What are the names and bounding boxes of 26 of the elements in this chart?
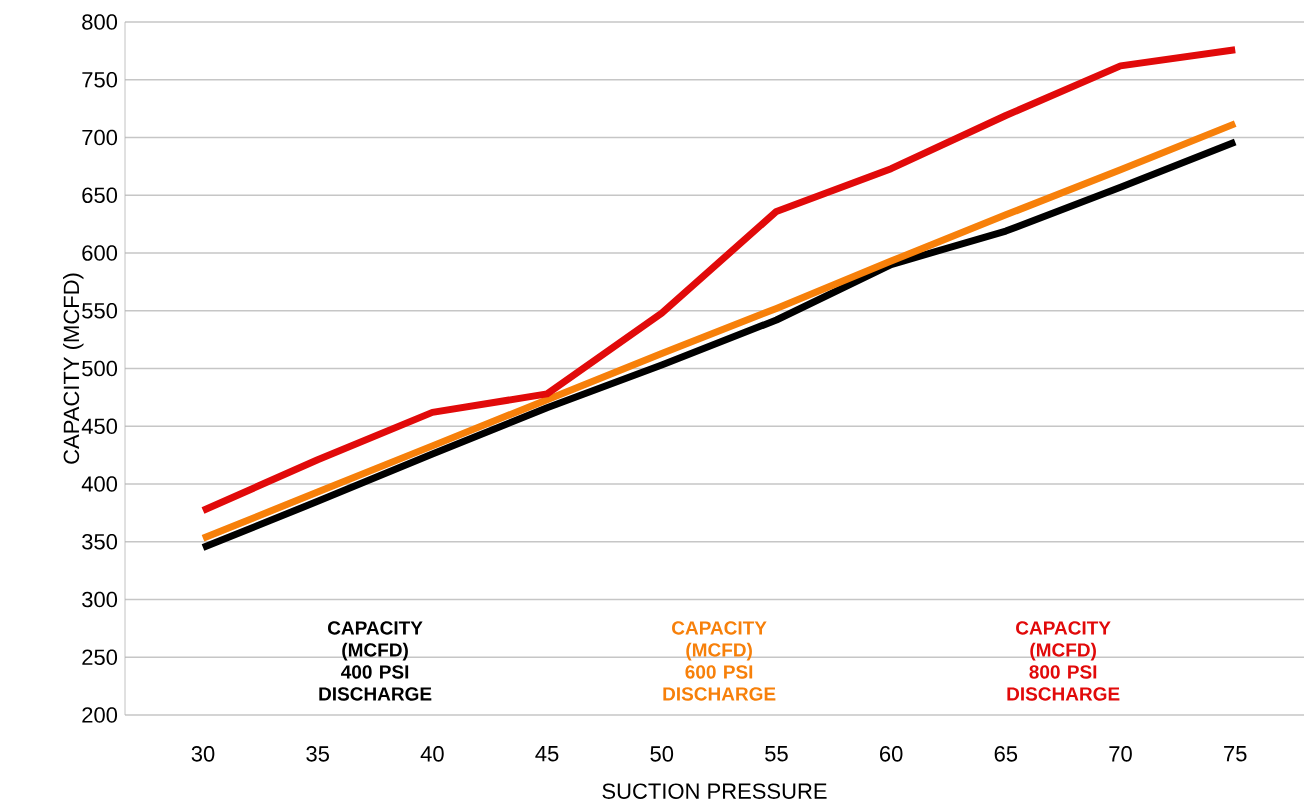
text: CAPACITY (MCFD) 600 PSI DISCHARGE: [663, 621, 776, 701]
x-tick-label: 40: [420, 746, 444, 762]
y-tick-label: 800: [82, 14, 118, 30]
x-tick-label: 55: [765, 746, 788, 762]
x-axis-title: SUCTION PRESSURE: [602, 783, 827, 799]
y-tick-label: 200: [82, 707, 118, 723]
text: CAPACITY (MCFD) 800 PSI DISCHARGE: [1007, 621, 1120, 701]
y-tick-label: 500: [82, 360, 118, 377]
y-tick-label: 600: [82, 245, 118, 261]
y-tick-label: 350: [82, 533, 118, 550]
y-tick-label: 250: [82, 649, 118, 666]
y-tick-label: 400: [81, 476, 118, 492]
y-tick-label: 550: [82, 302, 118, 319]
x-tick-label: 60: [880, 746, 903, 762]
x-tick-label: 35: [306, 746, 329, 762]
x-tick-label: 50: [650, 746, 674, 762]
x-tick-label: 65: [994, 746, 1018, 762]
y-tick-label: 750: [82, 71, 118, 88]
x-tick-label: 45: [535, 746, 559, 762]
y-tick-label: 700: [82, 129, 118, 146]
x-tick-label: 75: [1224, 746, 1247, 762]
x-tick-label: 70: [1109, 746, 1132, 762]
y-tick-label: 300: [82, 591, 118, 608]
y-tick-label: 650: [82, 187, 118, 204]
x-tick-label: 30: [191, 746, 215, 762]
text: CAPACITY (MCFD) 400 PSI DISCHARGE: [319, 621, 432, 701]
